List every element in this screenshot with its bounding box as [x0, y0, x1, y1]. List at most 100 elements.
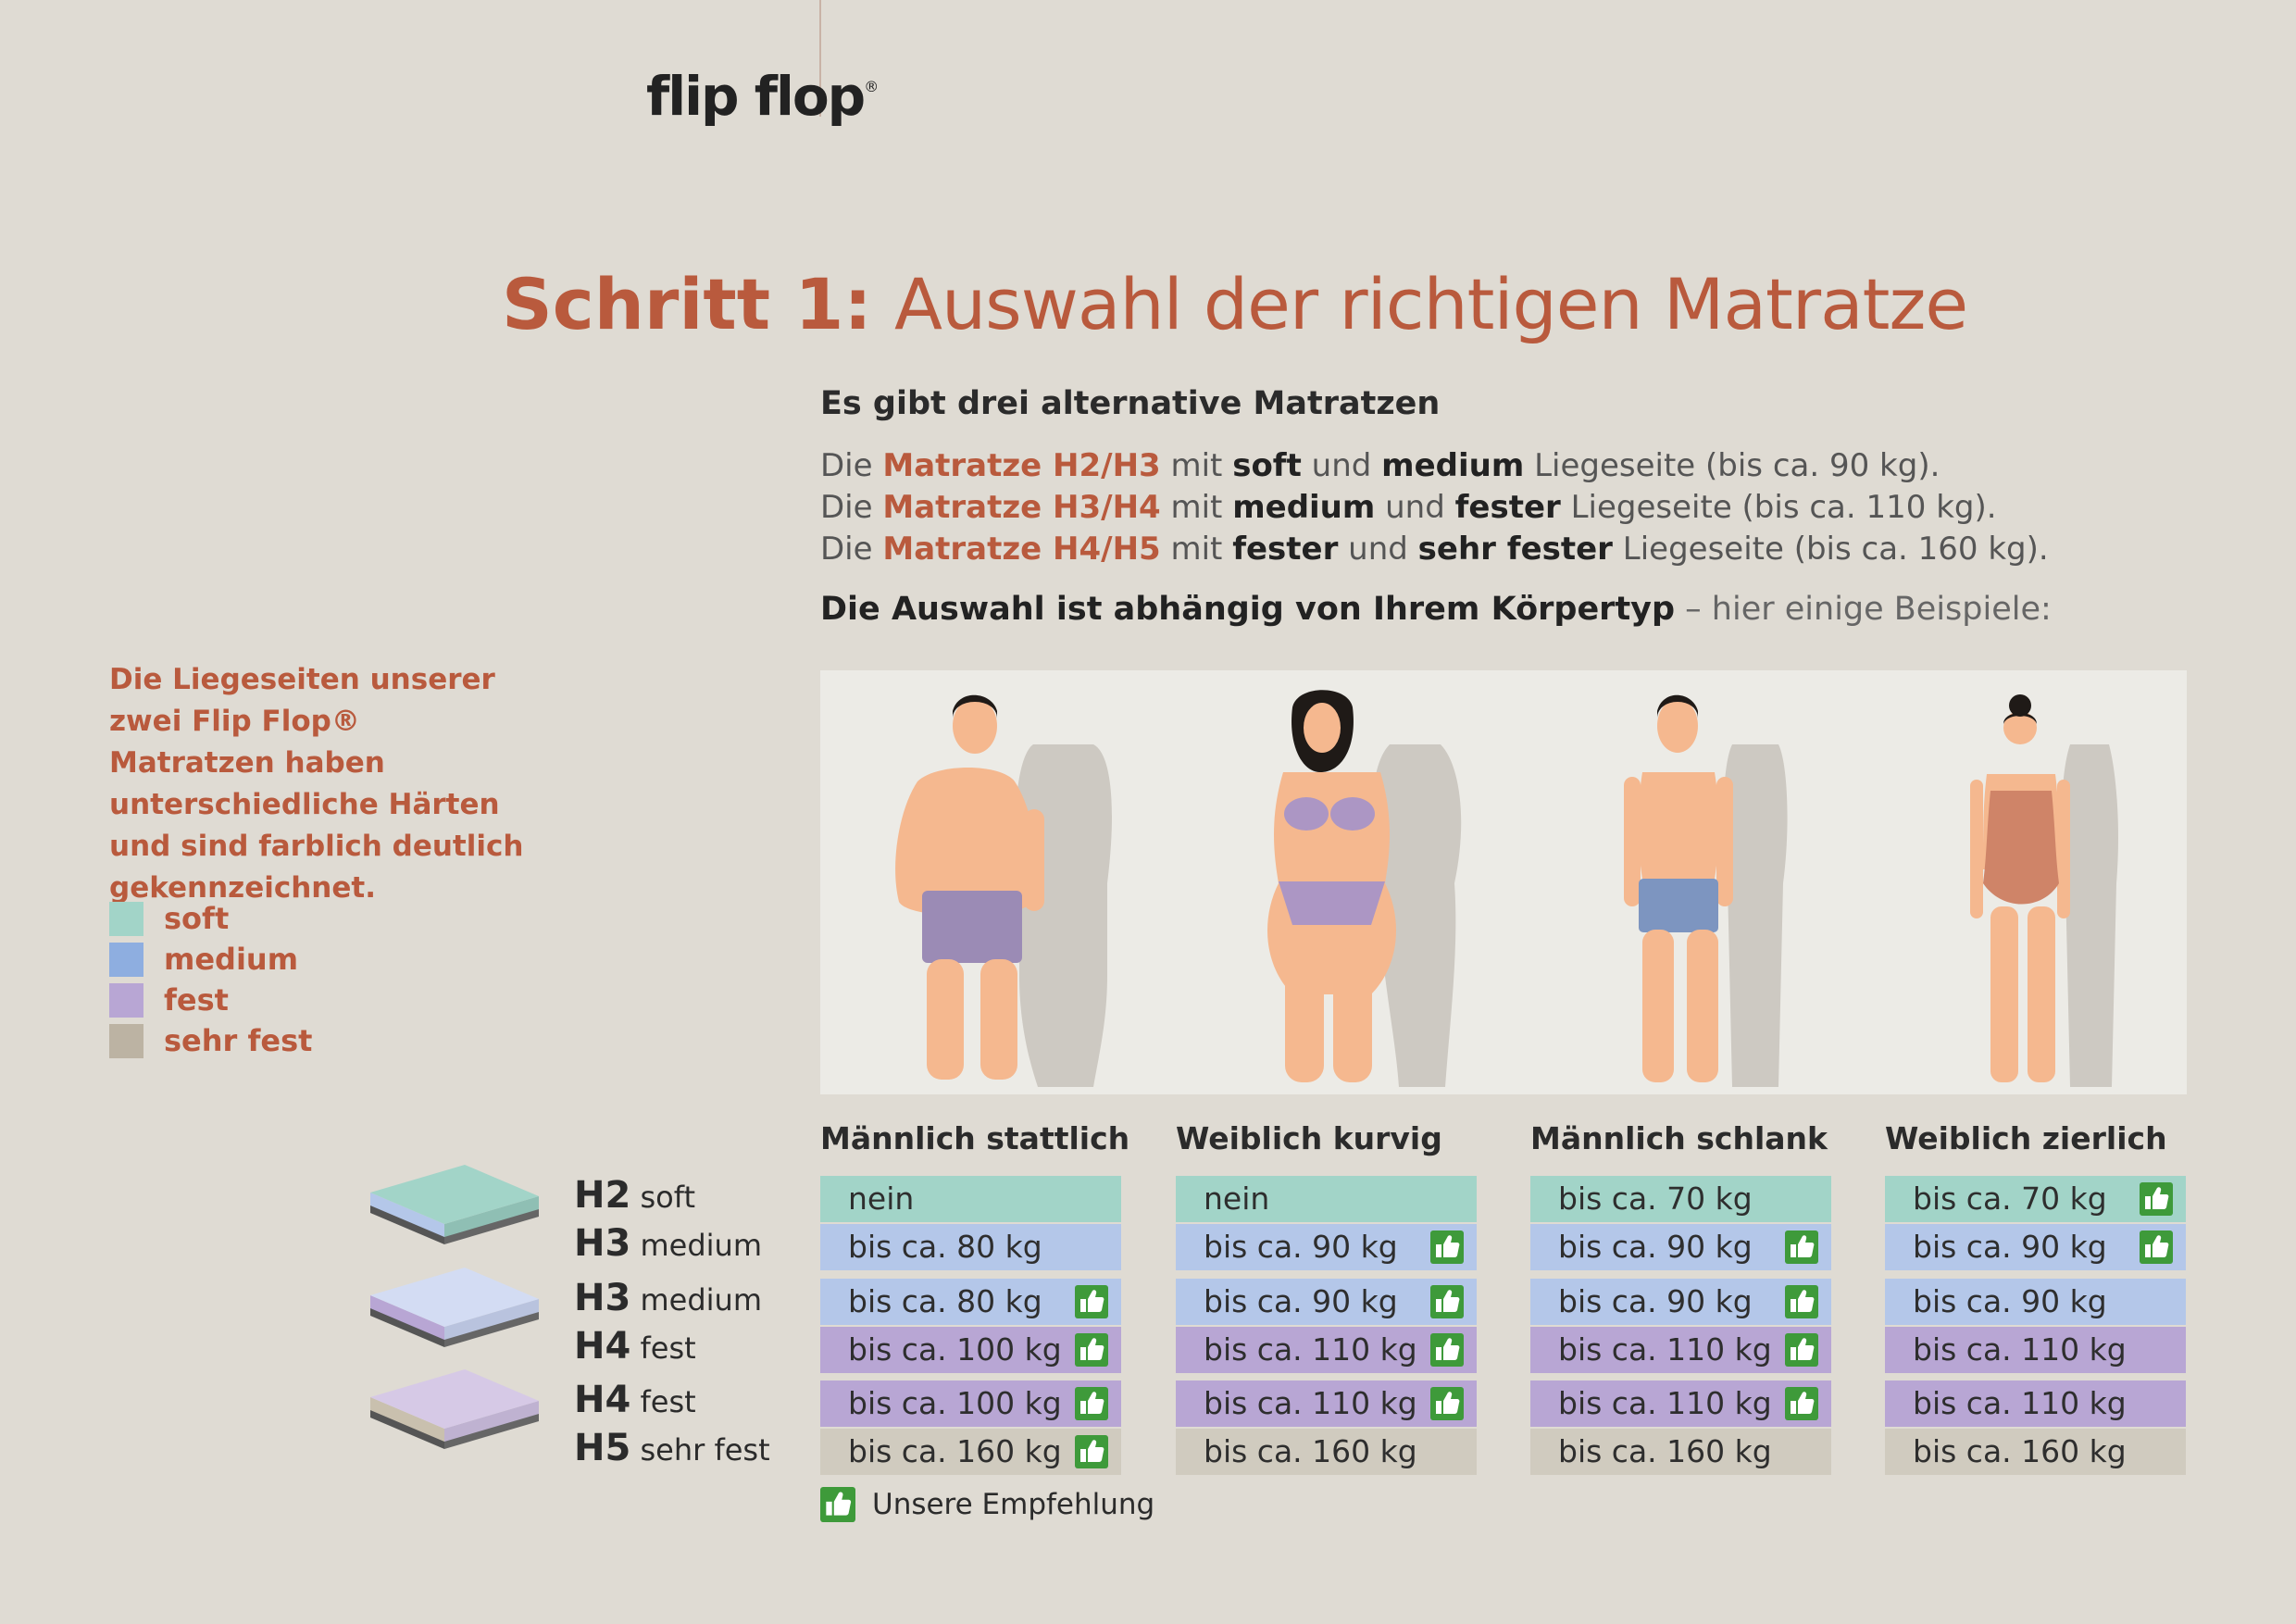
thumbs-up-icon [2140, 1182, 2173, 1216]
line-connector: mit [1160, 531, 1233, 568]
selection-hint: Die Auswahl ist abhängig von Ihrem Körpe… [820, 591, 2052, 628]
firmness-term: medium [1381, 447, 1525, 484]
thumbs-up-icon [1075, 1387, 1108, 1420]
table-cell: bis ca. 160 kg [1530, 1429, 1831, 1475]
hardness-label: H4 fest [574, 1379, 696, 1421]
firmness-term: fester [1454, 489, 1561, 526]
legend-swatch [109, 942, 144, 977]
hardness-code: H4 [574, 1379, 631, 1421]
table-cell: bis ca. 90 kg [1176, 1279, 1477, 1325]
thumbs-up-icon [1430, 1387, 1464, 1420]
table-cell: nein [820, 1176, 1121, 1222]
legend-swatch [109, 901, 144, 936]
column-heading: Weiblich kurvig [1176, 1120, 1442, 1156]
line-prefix: Die [820, 531, 883, 568]
table-cell: bis ca. 90 kg [1885, 1279, 2186, 1325]
table-cell: bis ca. 110 kg [1885, 1380, 2186, 1427]
hardness-name: soft [630, 1180, 695, 1215]
recommendation-label: Unsere Empfehlung [872, 1488, 1155, 1521]
thumbs-up-icon [1075, 1435, 1108, 1468]
description-line: Die Matratze H3/H4 mit medium und fester… [820, 487, 2049, 529]
line-connector: und [1301, 447, 1382, 484]
mattress-illustration [370, 1268, 539, 1347]
line-prefix: Die [820, 489, 883, 526]
column-heading: Männlich schlank [1530, 1120, 1828, 1156]
legend-swatch [109, 1023, 144, 1058]
figure-male-slim [1624, 694, 1788, 1087]
thumbs-up-icon [1785, 1230, 1818, 1264]
table-cell: bis ca. 160 kg [820, 1429, 1121, 1475]
table-cell: bis ca. 70 kg [1885, 1176, 2186, 1222]
divider-line [819, 0, 821, 117]
mattress-illustration [370, 1165, 539, 1244]
legend-label: fest [164, 982, 229, 1018]
table-cell: bis ca. 100 kg [820, 1380, 1121, 1427]
firmness-term: medium [1232, 489, 1376, 526]
hardness-label: H2 soft [574, 1174, 695, 1217]
mattress-illustration [370, 1369, 539, 1449]
legend-label: sehr fest [164, 1023, 313, 1058]
legend-item: soft [109, 898, 312, 939]
firmness-term: soft [1232, 447, 1302, 484]
table-cell: bis ca. 90 kg [1530, 1224, 1831, 1270]
legend-item: sehr fest [109, 1020, 312, 1061]
logo-registered-mark: ® [864, 78, 879, 95]
brand-logo: flip flop® [646, 65, 879, 128]
figure-female-petite [1970, 694, 2119, 1087]
table-cell: bis ca. 160 kg [1176, 1429, 1477, 1475]
thumbs-up-icon [1785, 1333, 1818, 1367]
firmness-term: sehr fester [1417, 531, 1613, 568]
hardness-label: H3 medium [574, 1222, 762, 1265]
hardness-code: H4 [574, 1325, 631, 1368]
mattress-name: Matratze H4/H5 [882, 531, 1161, 568]
title-rest: Auswahl der richtigen Matratze [894, 263, 1968, 345]
thumbs-up-icon [1430, 1285, 1464, 1318]
figure-female-curvy [1267, 690, 1462, 1087]
table-cell: bis ca. 110 kg [1885, 1327, 2186, 1373]
page-title: Schritt 1: Auswahl der richtigen Matratz… [502, 263, 1968, 345]
table-cell: bis ca. 100 kg [820, 1327, 1121, 1373]
table-cell: bis ca. 90 kg [1530, 1279, 1831, 1325]
hardness-code: H3 [574, 1222, 631, 1265]
legend-item: medium [109, 939, 312, 980]
body-type-illustrations [895, 690, 2119, 1087]
hardness-code: H3 [574, 1277, 631, 1319]
hardness-name: medium [630, 1282, 762, 1318]
mattress-descriptions: Die Matratze H2/H3 mit soft und medium L… [820, 445, 2049, 570]
table-cell: bis ca. 80 kg [820, 1279, 1121, 1325]
legend-item: fest [109, 980, 312, 1020]
line-connector: mit [1160, 489, 1233, 526]
line-connector: mit [1160, 447, 1233, 484]
legend-label: soft [164, 901, 230, 936]
column-heading: Männlich stattlich [820, 1120, 1130, 1156]
thumbs-up-icon [1075, 1285, 1108, 1318]
recommendation-legend: Unsere Empfehlung [820, 1487, 1154, 1522]
logo-text: flip flop [646, 65, 866, 128]
table-cell: bis ca. 110 kg [1176, 1380, 1477, 1427]
mattress-name: Matratze H2/H3 [882, 447, 1161, 484]
hardness-name: sehr fest [630, 1432, 770, 1468]
table-cell: bis ca. 110 kg [1530, 1380, 1831, 1427]
hardness-code: H2 [574, 1174, 631, 1217]
table-cell: bis ca. 90 kg [1885, 1224, 2186, 1270]
table-cell: bis ca. 160 kg [1885, 1429, 2186, 1475]
mattress-name: Matratze H3/H4 [882, 489, 1161, 526]
side-note: Die Liegeseiten unserer zwei Flip Flop® … [109, 663, 524, 905]
firmness-legend: soft medium fest sehr fest [109, 898, 312, 1061]
legend-label: medium [164, 942, 299, 977]
hardness-code: H5 [574, 1427, 631, 1469]
description-line: Die Matratze H2/H3 mit soft und medium L… [820, 445, 2049, 487]
line-suffix: Liegeseite (bis ca. 90 kg). [1524, 447, 1940, 484]
title-step: Schritt 1: [502, 263, 872, 345]
subheading: Es gibt drei alternative Matratzen [820, 385, 1441, 422]
line-connector: und [1338, 531, 1418, 568]
table-cell: bis ca. 70 kg [1530, 1176, 1831, 1222]
line-connector: und [1375, 489, 1455, 526]
figure-male-stout [895, 694, 1112, 1087]
hardness-name: medium [630, 1228, 762, 1263]
line-suffix: Liegeseite (bis ca. 110 kg). [1560, 489, 1997, 526]
line-suffix: Liegeseite (bis ca. 160 kg). [1612, 531, 2049, 568]
selection-hint-rest: – hier einige Beispiele: [1675, 591, 2052, 628]
thumbs-up-icon [1785, 1285, 1818, 1318]
table-cell: bis ca. 80 kg [820, 1224, 1121, 1270]
